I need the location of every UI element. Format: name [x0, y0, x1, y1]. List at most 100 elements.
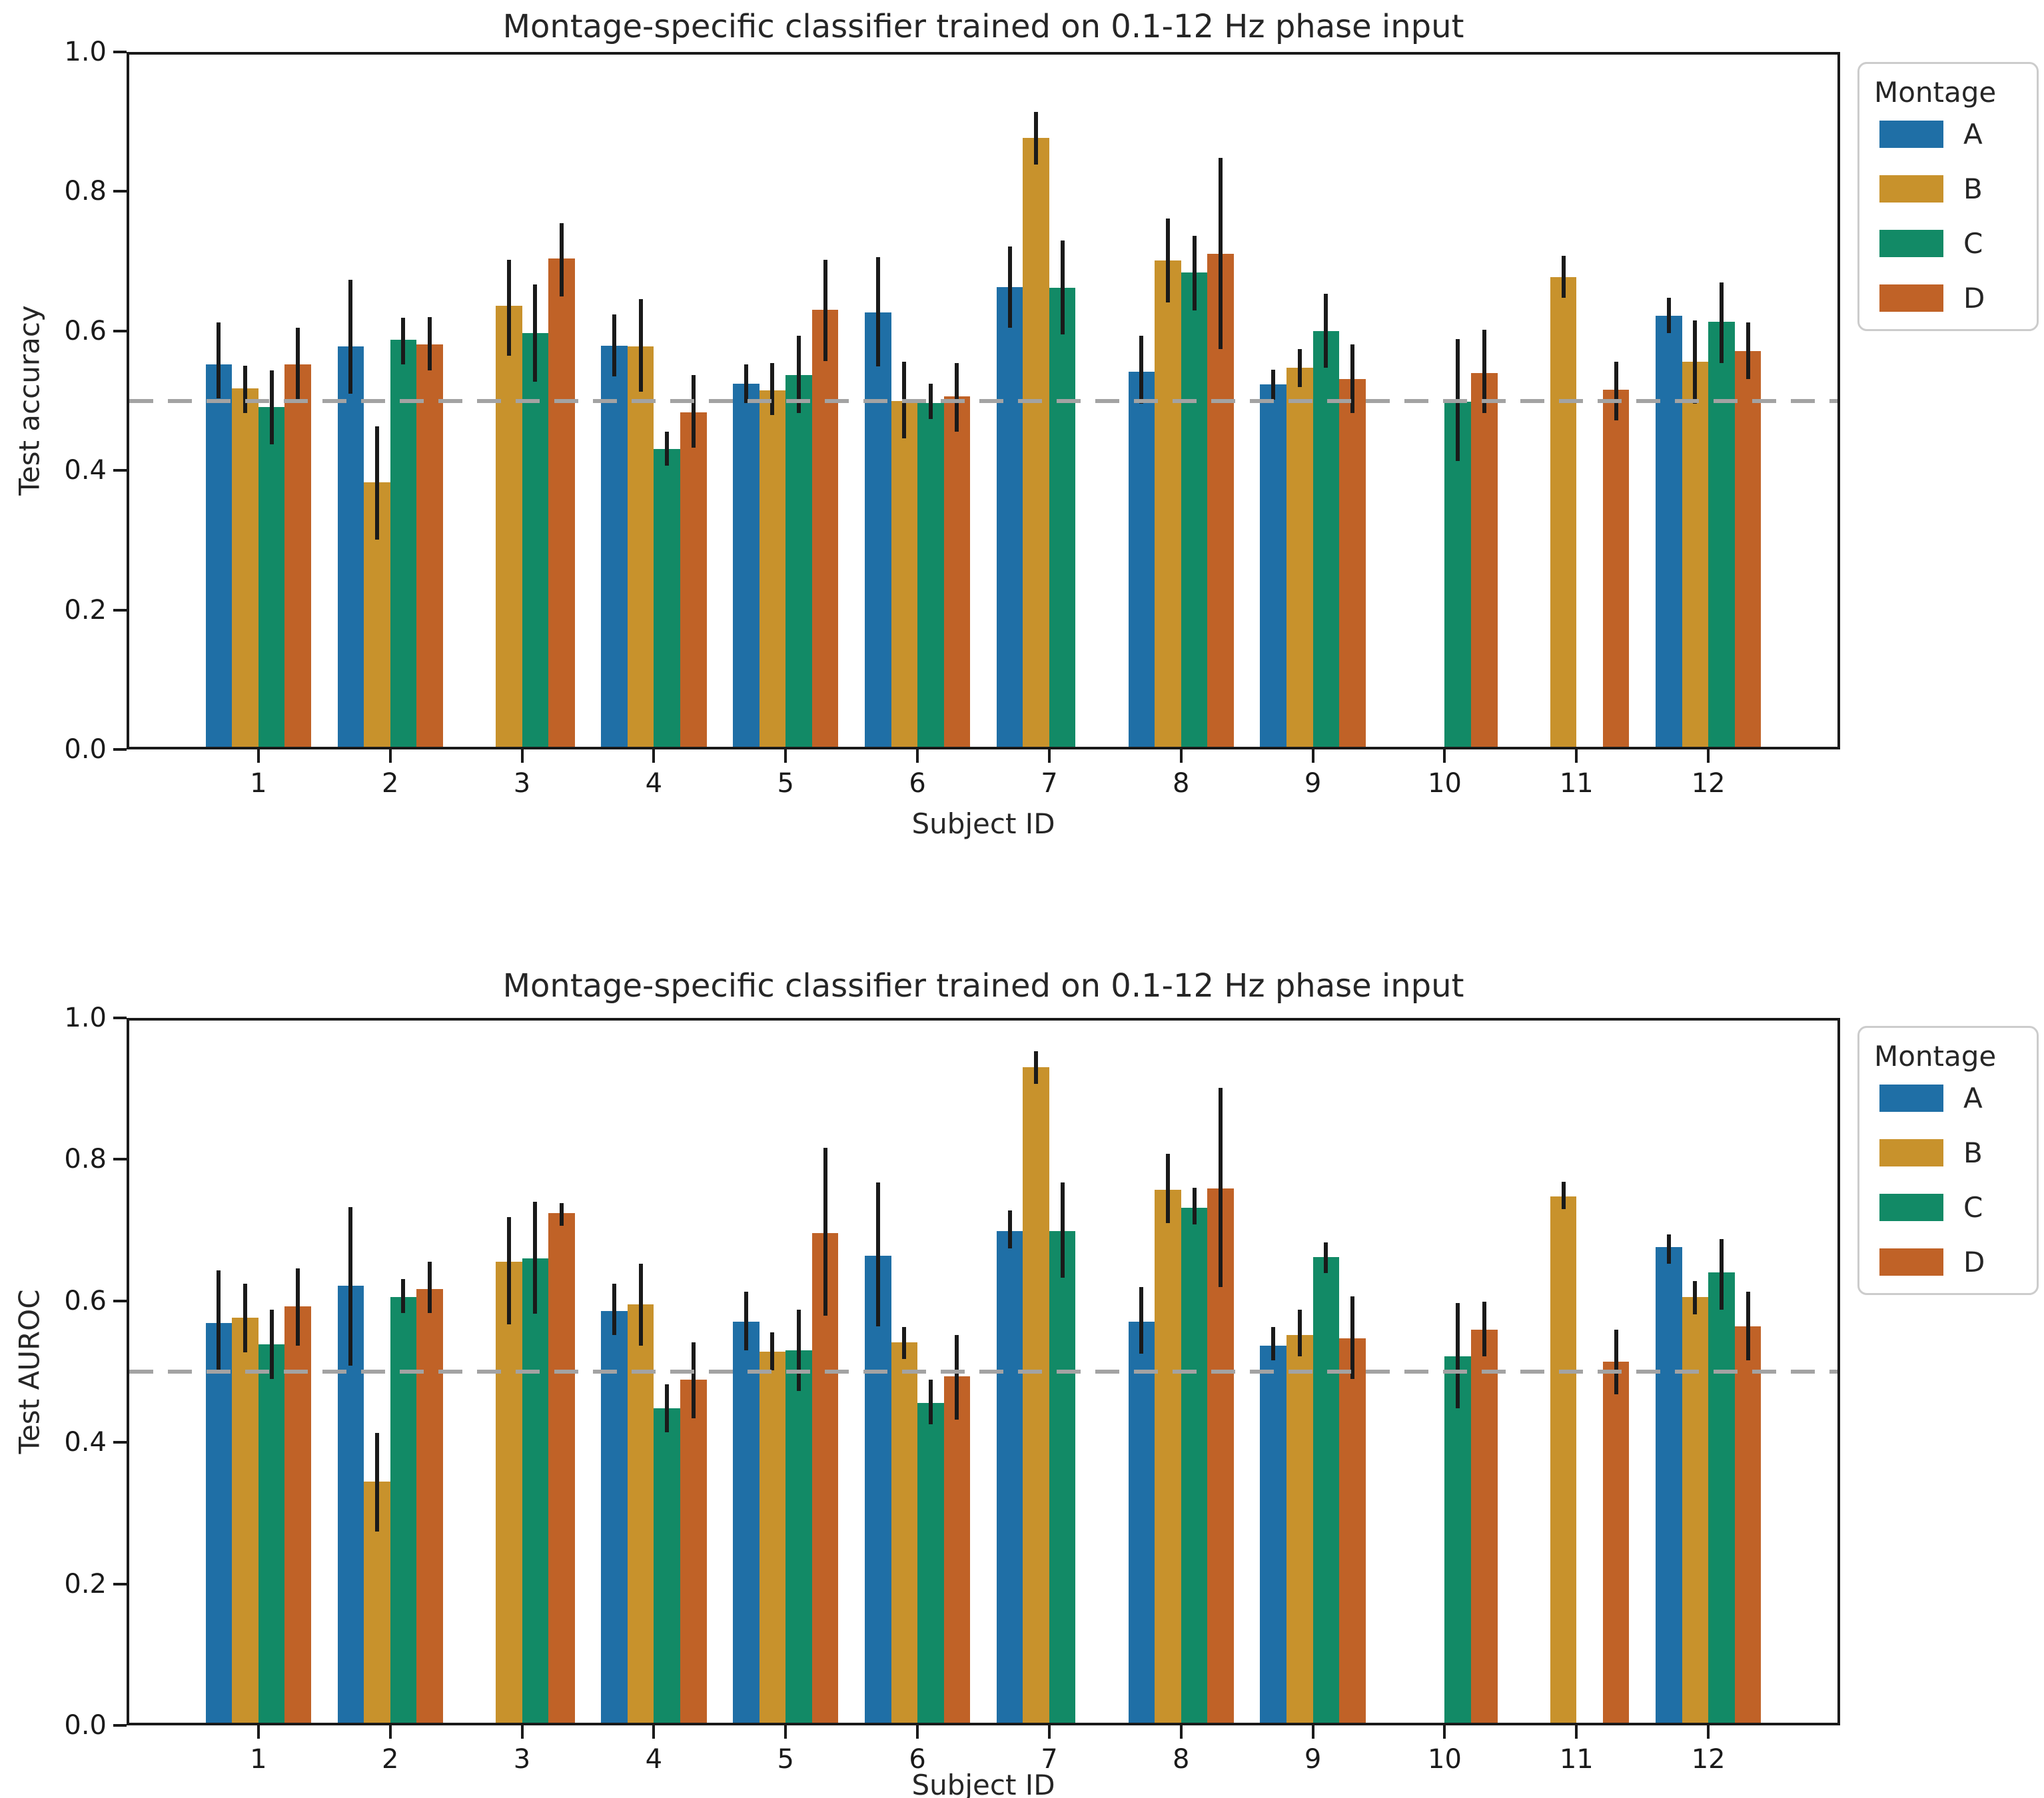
error-bar-subject11-D — [1614, 1330, 1618, 1394]
legend-swatch-B — [1879, 175, 1943, 203]
x-tick-label: 12 — [1691, 1744, 1726, 1775]
bar-subject9-B — [1286, 1334, 1313, 1723]
legend-label-B: B — [1963, 173, 1983, 205]
x-tick-mark — [256, 1725, 260, 1739]
x-tick-label: 3 — [513, 768, 531, 799]
bar-subject4-C — [654, 1408, 680, 1723]
bar-subject6-B — [891, 1342, 918, 1723]
legend-swatch-A — [1879, 121, 1943, 148]
bar-subject6-C — [917, 1402, 944, 1723]
bar-subject9-B — [1286, 368, 1313, 747]
error-bar-subject7-A — [1007, 246, 1012, 328]
auroc-legend: Montage A B C D — [1857, 1026, 2039, 1295]
error-bar-subject5-B — [770, 1332, 775, 1370]
bar-subject6-A — [864, 312, 891, 747]
y-tick-label: 0.6 — [64, 1285, 107, 1316]
x-tick-mark — [1047, 749, 1051, 763]
bar-subject1-B — [232, 1318, 258, 1723]
bar-subject7-B — [1023, 1067, 1049, 1723]
bar-subject7-A — [996, 1230, 1023, 1723]
error-bar-subject2-D — [428, 316, 432, 371]
x-tick-label: 5 — [777, 768, 794, 799]
error-bar-subject10-D — [1482, 1301, 1486, 1356]
x-tick-mark — [652, 1725, 656, 1739]
error-bar-subject11-B — [1561, 1182, 1566, 1209]
error-bar-subject6-B — [902, 1327, 907, 1359]
legend-title: Montage — [1874, 1040, 1997, 1073]
y-tick-mark — [113, 190, 127, 193]
x-tick-mark — [1575, 1725, 1578, 1739]
legend-swatch-C — [1879, 1194, 1943, 1221]
error-bar-subject3-D — [559, 223, 564, 297]
x-tick-mark — [1707, 749, 1710, 763]
error-bar-subject1-A — [217, 322, 221, 399]
legend-label-C: C — [1963, 227, 1983, 260]
bar-subject2-D — [416, 344, 443, 747]
legend-item-D: D — [1879, 1246, 2030, 1278]
x-tick-label: 10 — [1428, 768, 1462, 799]
y-tick-label: 0.4 — [64, 455, 107, 486]
y-tick-label: 0.2 — [64, 594, 107, 626]
y-tick-mark — [113, 748, 127, 751]
y-tick-mark — [113, 1299, 127, 1302]
error-bar-subject9-B — [1297, 1309, 1302, 1356]
x-tick-label: 10 — [1428, 1744, 1462, 1775]
bar-subject2-C — [390, 340, 417, 747]
y-tick-mark — [113, 1441, 127, 1444]
error-bar-subject12-C — [1719, 282, 1724, 363]
error-bar-subject9-B — [1297, 349, 1302, 387]
x-tick-label: 7 — [1041, 1744, 1058, 1775]
error-bar-subject8-A — [1139, 336, 1144, 404]
error-bar-subject12-B — [1693, 320, 1698, 404]
bar-subject6-D — [943, 1376, 971, 1723]
error-bar-subject3-C — [533, 1202, 538, 1314]
bar-subject8-A — [1128, 1321, 1155, 1723]
legend-swatch-D — [1879, 284, 1943, 312]
error-bar-subject1-B — [243, 366, 248, 414]
chance-level-line — [129, 398, 1837, 403]
bar-subject4-A — [601, 345, 628, 747]
error-bar-subject12-A — [1666, 297, 1671, 333]
x-tick-mark — [1443, 749, 1446, 763]
bar-subject1-B — [232, 388, 258, 747]
bar-subject9-D — [1339, 379, 1366, 747]
bar-subject9-C — [1312, 1256, 1340, 1723]
error-bar-subject9-D — [1350, 1296, 1354, 1379]
bar-subject4-C — [654, 448, 680, 747]
y-tick-mark — [113, 329, 127, 332]
bar-subject12-D — [1734, 351, 1762, 747]
error-bar-subject8-B — [1165, 1153, 1170, 1223]
bar-subject7-C — [1049, 287, 1076, 747]
bar-subject12-A — [1656, 1247, 1682, 1723]
error-bar-subject4-C — [665, 431, 670, 466]
x-tick-mark — [916, 749, 919, 763]
bar-subject6-D — [943, 396, 971, 747]
y-tick-label: 0.8 — [64, 176, 107, 207]
auroc-plot-area — [127, 1018, 1840, 1725]
bar-subject12-A — [1656, 315, 1682, 747]
legend-item-A: A — [1879, 1082, 2030, 1115]
accuracy-x-axis-label: Subject ID — [911, 807, 1055, 840]
x-tick-label: 3 — [513, 1744, 531, 1775]
bar-subject11-B — [1550, 1196, 1577, 1723]
bar-subject4-D — [680, 412, 707, 747]
bar-subject11-D — [1602, 389, 1630, 747]
error-bar-subject1-D — [296, 327, 300, 402]
error-bar-subject12-C — [1719, 1239, 1724, 1310]
error-bar-subject7-B — [1034, 112, 1039, 165]
bar-subject6-A — [864, 1255, 891, 1723]
x-tick-mark — [388, 749, 392, 763]
x-tick-label: 4 — [645, 1744, 663, 1775]
error-bar-subject1-D — [296, 1268, 300, 1346]
legend-title: Montage — [1874, 76, 1997, 109]
error-bar-subject9-C — [1324, 294, 1328, 368]
error-bar-subject12-D — [1746, 322, 1750, 380]
error-bar-subject4-B — [638, 298, 643, 392]
error-bar-subject7-B — [1034, 1051, 1039, 1084]
bar-subject3-D — [548, 258, 575, 747]
x-tick-label: 8 — [1173, 1744, 1190, 1775]
y-tick-label: 1.0 — [64, 37, 107, 67]
bar-subject10-D — [1471, 1330, 1498, 1723]
bar-subject6-B — [891, 400, 918, 747]
error-bar-subject8-B — [1165, 219, 1170, 302]
